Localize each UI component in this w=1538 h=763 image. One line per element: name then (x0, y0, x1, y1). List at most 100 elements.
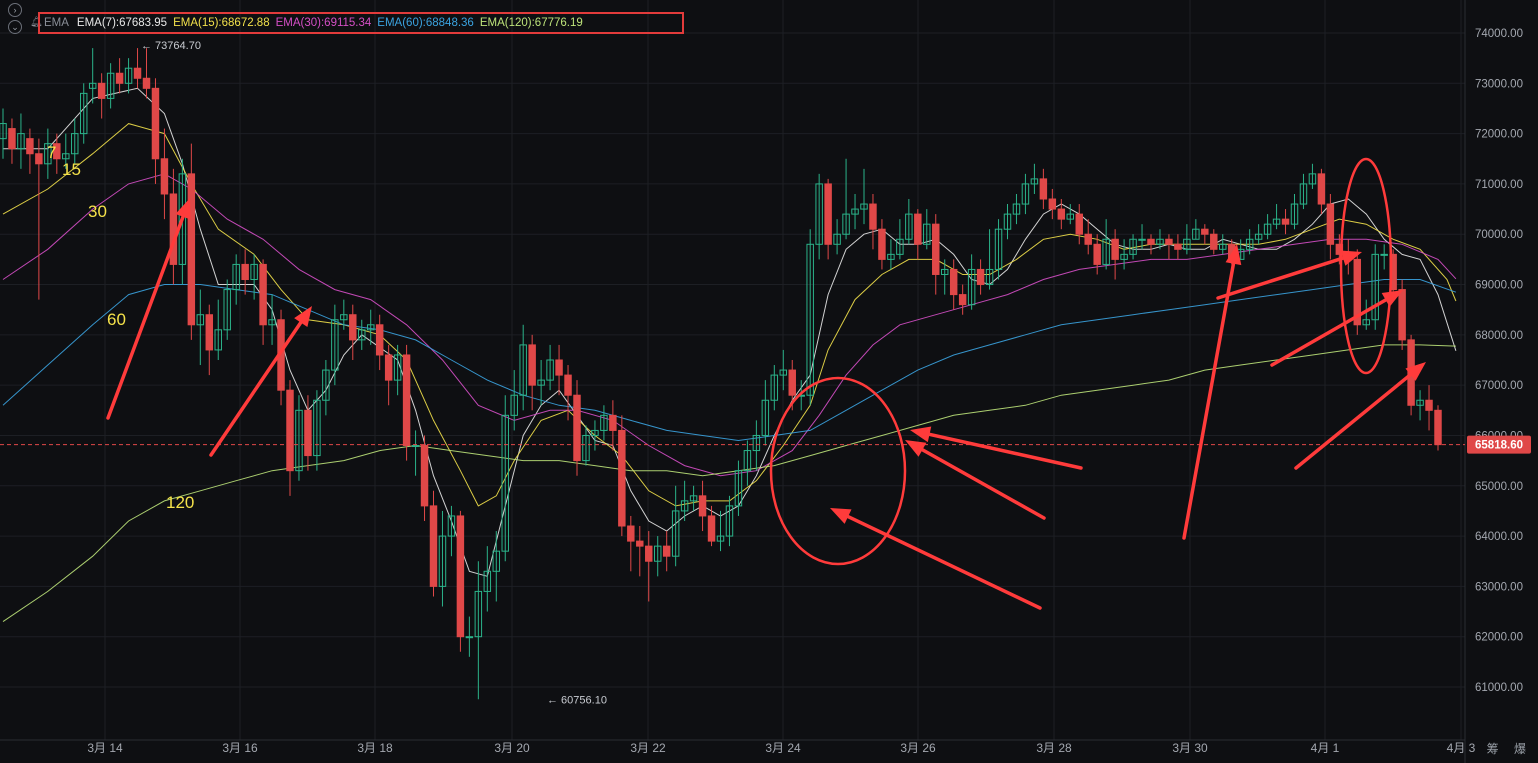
candle-body (474, 590, 483, 638)
candle-body (680, 500, 689, 512)
candle-body (537, 379, 545, 386)
candle-body (923, 223, 931, 245)
candle-body (770, 374, 779, 401)
ema120-value: EMA(120):67776.19 (479, 17, 583, 29)
candle-body (1075, 213, 1083, 235)
annotation-arrow (1270, 293, 1397, 367)
candle-body (250, 263, 258, 281)
annotation-arrow (918, 430, 1083, 470)
candle-body (1353, 258, 1362, 326)
y-tick-label: 69000.00 (1475, 280, 1523, 292)
candle-body (994, 228, 1003, 270)
y-tick-label: 63000.00 (1475, 581, 1523, 593)
candle-body (124, 67, 133, 84)
candle-body (169, 193, 178, 265)
candle-body (53, 143, 61, 160)
chevron-down-icon[interactable]: ⌄ (8, 20, 22, 34)
candle-body (1192, 228, 1200, 240)
candle-body (1308, 173, 1317, 185)
period-label: 7 (47, 143, 56, 162)
candle-body (1335, 243, 1344, 255)
candle-body (133, 67, 142, 79)
candle-body (869, 203, 877, 230)
candle-body (1048, 198, 1057, 210)
candle-body (340, 314, 348, 321)
candle-body (653, 545, 662, 562)
candle-body (887, 253, 895, 260)
corner-icons[interactable]: 筹 爆 (1486, 742, 1532, 756)
period-label: 30 (88, 202, 107, 221)
candle-body (761, 399, 770, 436)
candle-body (1425, 399, 1433, 411)
candle-body (519, 344, 527, 396)
x-tick-label: 3月 24 (765, 741, 801, 755)
candle-body (384, 354, 393, 381)
candle-body (725, 505, 734, 537)
y-tick-label: 67000.00 (1475, 380, 1523, 392)
candle-body (465, 636, 474, 639)
annotation-arrowhead (905, 440, 927, 457)
candle-body (1156, 238, 1164, 245)
candle-body (71, 133, 79, 155)
candle-body (8, 128, 16, 150)
candle-body (1012, 203, 1021, 215)
ema7-value: EMA(7):67683.95 (76, 17, 168, 29)
candle-body (824, 183, 832, 245)
candle-body (187, 173, 196, 326)
candle-body (949, 268, 958, 296)
candle-body (985, 268, 994, 286)
annotation-arrowhead (1340, 250, 1362, 266)
candle-body (833, 233, 841, 245)
candle-body (1129, 238, 1137, 255)
candle-body (1183, 238, 1191, 250)
x-tick-label: 4月 3 (1447, 741, 1476, 755)
y-tick-label: 71000.00 (1475, 179, 1523, 191)
y-tick-label: 65000.00 (1475, 481, 1523, 493)
candle-body (1245, 238, 1254, 250)
bell-icon[interactable]: 🔔︎ (30, 17, 43, 28)
candle-body (788, 369, 796, 396)
y-tick-label: 61000.00 (1475, 682, 1523, 694)
annotation-arrowhead (1381, 290, 1403, 307)
candle-body (860, 203, 868, 210)
annotation-arrowhead (1225, 244, 1242, 266)
ema-line (2, 279, 1457, 442)
y-tick-label: 70000.00 (1475, 229, 1523, 241)
candle-body (1254, 233, 1263, 240)
candle-body (232, 263, 240, 291)
candle-body (976, 268, 985, 286)
candle-body (214, 329, 222, 351)
candle-body (914, 213, 922, 245)
candle-body (1165, 238, 1173, 245)
candle-body (1362, 319, 1370, 326)
y-tick-label: 64000.00 (1475, 531, 1523, 543)
annotation-arrowhead (910, 426, 932, 443)
y-tick-label: 74000.00 (1475, 28, 1523, 40)
candle-body (618, 429, 626, 527)
last-price-tag (1467, 435, 1531, 454)
candle-body (645, 545, 653, 562)
candle-body (62, 153, 70, 160)
candle-body (151, 87, 160, 160)
candle-body (1299, 183, 1308, 205)
candle-body (26, 138, 34, 155)
annotation-arrowhead (830, 508, 852, 524)
candle-body (1030, 178, 1039, 185)
candle-body (0, 123, 7, 140)
period-label: 60 (107, 310, 126, 329)
candle-body (1021, 183, 1030, 205)
candle-body (1371, 253, 1379, 321)
candle-body (1219, 243, 1227, 250)
x-tick-label: 3月 20 (494, 741, 530, 755)
period-label: 120 (166, 493, 194, 512)
candle-body (456, 515, 465, 638)
candle-body (492, 550, 501, 572)
candle-body (1263, 223, 1272, 235)
candle-body (1201, 228, 1209, 235)
candle-body (546, 359, 554, 381)
candle-body (142, 77, 151, 89)
candle-body (17, 133, 25, 150)
x-tick-label: 3月 14 (87, 741, 123, 755)
chevron-right-icon[interactable]: › (8, 3, 22, 17)
